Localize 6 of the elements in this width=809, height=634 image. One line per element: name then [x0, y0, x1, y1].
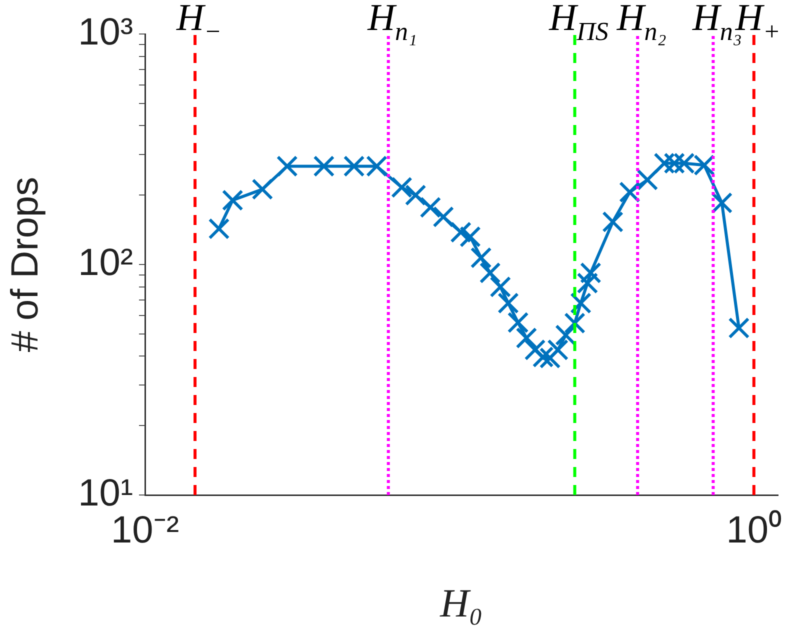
y-axis-title: # of Drops — [4, 176, 46, 352]
y-tick-label: 10² — [78, 242, 133, 284]
x-axis-title: H₀ — [439, 580, 483, 626]
ref-line-label: H− — [176, 0, 222, 46]
y-tick-label: 10³ — [78, 11, 133, 54]
x-tick-label: 10⁰ — [726, 509, 782, 552]
